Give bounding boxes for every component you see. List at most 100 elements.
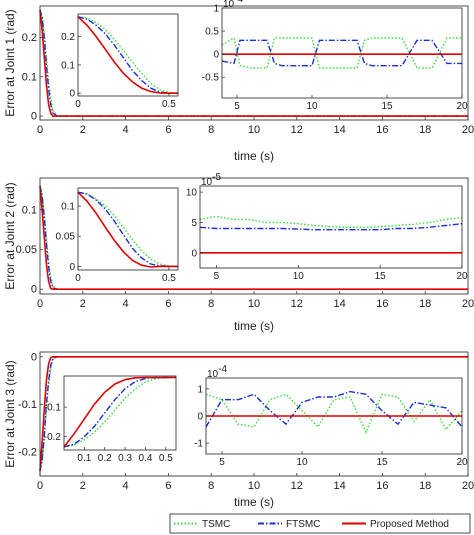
x-axis-label: time (s) <box>234 319 274 333</box>
axes-frame <box>63 375 177 451</box>
x-tick-label: 8 <box>208 124 214 136</box>
series-proposed-line <box>63 376 176 448</box>
x-axis-label: time (s) <box>234 495 274 509</box>
axis-exponent-label: 10 <box>223 0 235 10</box>
axis-exponent-power: -4 <box>218 364 227 375</box>
axes-frame <box>77 187 179 271</box>
x-tick-label: 16 <box>376 124 388 136</box>
series-proposed-line <box>39 9 468 117</box>
x-tick-label: 16 <box>376 480 388 492</box>
plot-area <box>222 8 462 98</box>
axes-frame <box>199 185 463 269</box>
x-tick-label: 4 <box>123 124 129 136</box>
series-proposed-line <box>39 356 468 472</box>
x-tick-label: 20 <box>462 480 474 492</box>
y-tick-label: -0.5 <box>202 73 220 84</box>
x-tick-label: 5 <box>234 101 240 112</box>
x-tick-label: 0.1 <box>77 453 91 464</box>
y-tick-label: 1 <box>197 384 203 395</box>
x-tick-label: 16 <box>376 298 388 310</box>
legend: TSMC FTSMC Proposed Method <box>169 513 471 534</box>
series-tsmc-line <box>205 393 463 435</box>
y-tick-label: 0 <box>197 412 203 423</box>
x-tick-label: 0 <box>75 273 81 284</box>
axis-exponent-label: 10 <box>207 369 219 380</box>
legend-box <box>169 513 471 534</box>
x-tick-label: 2 <box>80 480 86 492</box>
axis-exponent-power: -4 <box>234 0 243 5</box>
inset-joint1-zoom-start: 0 0.5 0 0.1 0.2 <box>61 13 179 110</box>
axes-frame <box>77 13 179 97</box>
y-tick-label: 0 <box>31 351 37 363</box>
x-tick-label: 4 <box>123 298 129 310</box>
axes-frame <box>221 7 463 99</box>
x-tick-label: 8 <box>208 480 214 492</box>
plot-area <box>78 188 178 270</box>
x-tick-label: 0.5 <box>162 99 176 110</box>
panel-joint2: 0 2 4 6 8 10 12 14 16 18 20 0 0.05 0.1 time (s) Error a… <box>3 172 474 333</box>
y-tick-label: 0.1 <box>22 204 37 216</box>
y-axis-label: Error at Joint 2 (rad) <box>3 182 17 289</box>
x-tick-label: 18 <box>419 124 431 136</box>
series-ftsmc-line <box>39 9 468 117</box>
y-tick-label: 0.05 <box>16 244 37 256</box>
x-tick-label: 2 <box>80 124 86 136</box>
y-tick-label: 0 <box>69 89 75 100</box>
x-tick-label: 10 <box>296 457 308 468</box>
x-tick-label: 2 <box>80 298 86 310</box>
x-tick-label: 0 <box>37 124 43 136</box>
x-tick-label: 0.2 <box>98 453 112 464</box>
axis-exponent-label: 10 <box>201 177 213 188</box>
plot-area <box>200 186 462 268</box>
x-tick-label: 20 <box>462 124 474 136</box>
x-axis-label: time (s) <box>234 149 274 163</box>
y-tick-label: 1 <box>213 4 219 15</box>
x-tick-label: 0 <box>75 99 81 110</box>
x-tick-label: 20 <box>456 101 468 112</box>
y-tick-label: 0 <box>213 50 219 61</box>
legend-label-tsmc: TSMC <box>202 519 230 530</box>
legend-label-ftsmc: FTSMC <box>286 519 320 530</box>
y-tick-label: -0.1 <box>18 399 37 411</box>
x-tick-label: 6 <box>165 124 171 136</box>
y-tick-label: 0 <box>69 262 75 273</box>
x-tick-label: 14 <box>333 298 345 310</box>
series-ftsmc-line <box>199 223 463 231</box>
series-proposed-line <box>39 185 468 290</box>
y-tick-label: -0.1 <box>44 403 62 414</box>
inset-joint3-zoom-start: 0.1 0.2 0.3 0.4 0.5 -0.1 -0.2 <box>44 375 177 464</box>
legend-label-proposed: Proposed Method <box>370 519 449 530</box>
x-tick-label: 10 <box>248 124 260 136</box>
y-tick-label: 0 <box>191 248 197 259</box>
y-tick-label: 0.2 <box>22 32 37 44</box>
series-tsmc-line <box>39 9 468 117</box>
x-tick-label: 12 <box>291 124 303 136</box>
plot-area <box>78 14 178 96</box>
x-tick-label: 5 <box>219 457 225 468</box>
x-tick-label: 20 <box>456 457 468 468</box>
x-tick-label: 0.5 <box>162 273 176 284</box>
series-proposed-line <box>77 191 178 268</box>
x-tick-label: 15 <box>381 101 393 112</box>
x-tick-label: 0.4 <box>139 453 153 464</box>
y-tick-label: 5 <box>191 218 197 229</box>
x-tick-label: 10 <box>293 271 305 282</box>
series-proposed-line <box>77 16 178 94</box>
x-tick-label: 10 <box>248 480 260 492</box>
y-tick-label: 0.05 <box>56 232 76 243</box>
series-tsmc-line <box>221 36 462 69</box>
x-tick-label: 14 <box>333 480 345 492</box>
inset-joint2-zoom-start: 0 0.5 0 0.05 0.1 <box>56 187 179 284</box>
y-axis-label: Error at Joint 1 (rad) <box>3 9 17 116</box>
x-tick-label: 15 <box>375 271 387 282</box>
x-tick-label: 0.3 <box>118 453 132 464</box>
x-tick-label: 10 <box>248 298 260 310</box>
x-tick-label: 5 <box>214 271 220 282</box>
x-tick-label: 14 <box>333 124 345 136</box>
y-tick-label: 0.5 <box>205 27 219 38</box>
